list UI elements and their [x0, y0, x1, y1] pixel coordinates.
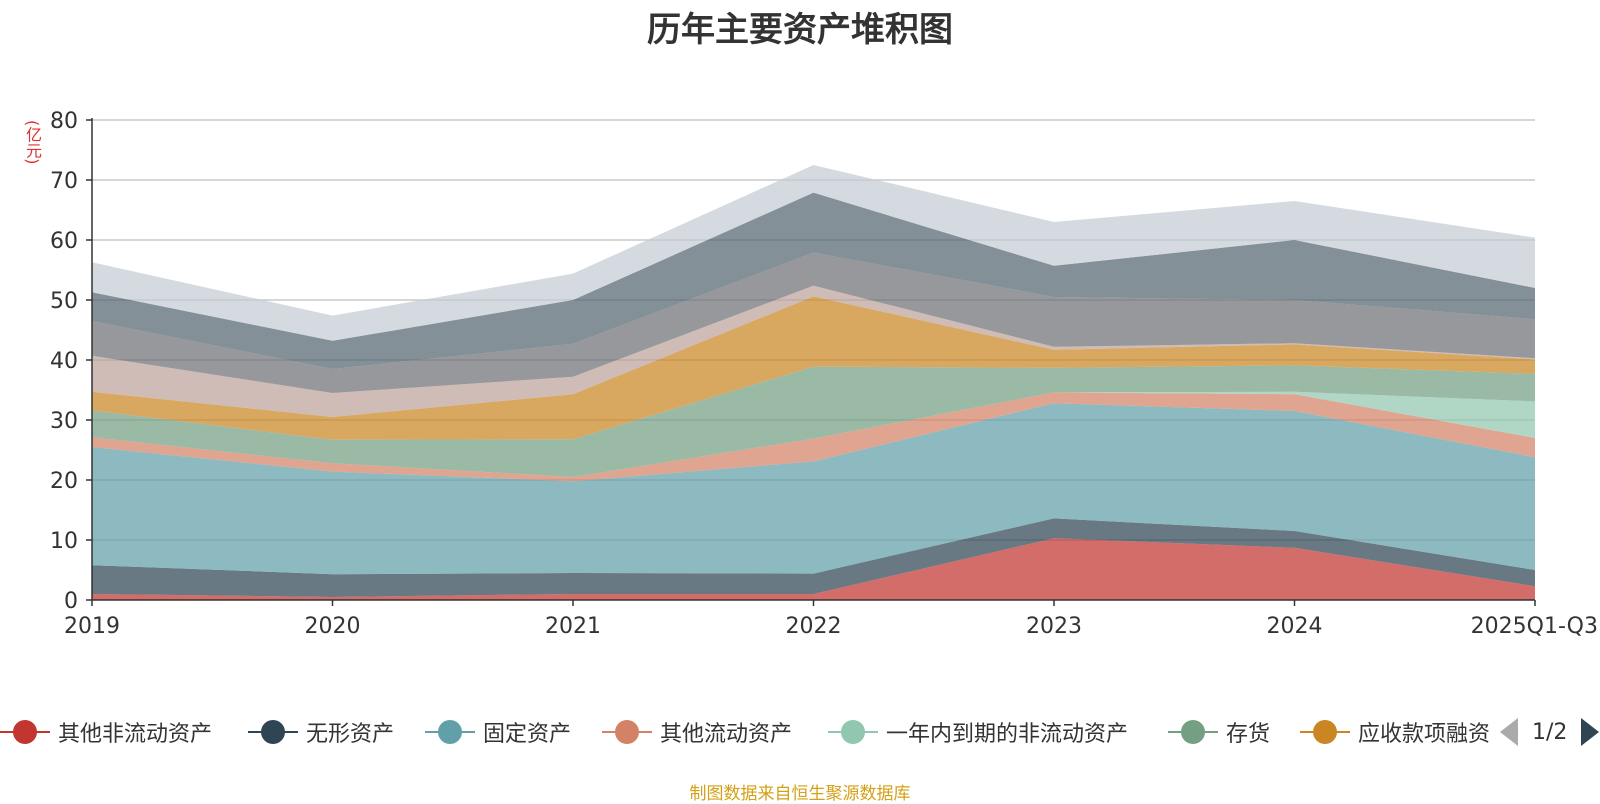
legend-item[interactable]: 无形资产 — [248, 712, 394, 752]
legend-label: 无形资产 — [306, 722, 395, 747]
y-tick-label: 80 — [50, 109, 78, 134]
y-tick-label: 10 — [50, 529, 78, 554]
area-series-7 — [92, 296, 1535, 440]
legend-label: 一年内到期的非流动资产 — [886, 722, 1129, 747]
legend-label: 应收款项融资 — [1358, 722, 1491, 747]
area-series-3 — [92, 403, 1535, 575]
legend-label: 其他非流动资产 — [58, 722, 213, 747]
area-series-1 — [92, 538, 1535, 600]
y-tick-label: 50 — [50, 289, 78, 314]
area-series-6 — [92, 365, 1535, 477]
area-series-11 — [92, 165, 1535, 341]
legend-item[interactable]: 应收款项融资 — [1300, 712, 1490, 752]
legend-marker-icon — [828, 719, 878, 745]
legend-item[interactable]: 存货 — [1168, 712, 1270, 752]
x-tick-label: 2020 — [305, 614, 361, 639]
legend-label: 存货 — [1226, 722, 1271, 747]
legend-item[interactable]: 一年内到期的非流动资产 — [828, 712, 1128, 752]
legend-pager: 1/2 — [1500, 712, 1600, 752]
legend-marker-icon — [0, 719, 50, 745]
legend: 其他非流动资产 无形资产 固定资产 其他流动资产 一年内到期的非流动资产 存货 应收款项融资… — [0, 712, 1600, 752]
area-series-9 — [92, 252, 1535, 393]
y-axis-unit: (亿元) — [23, 120, 42, 165]
y-tick-label: 70 — [50, 169, 78, 194]
area-series — [92, 165, 1535, 600]
x-tick-label: 2024 — [1267, 614, 1323, 639]
x-tick-label: 2023 — [1026, 614, 1082, 639]
x-tick-label: 2022 — [786, 614, 842, 639]
legend-label: 其他流动资产 — [660, 722, 793, 747]
area-series-8 — [92, 285, 1535, 417]
legend-item[interactable]: 固定资产 — [425, 712, 571, 752]
axes: 0 10 20 30 40 50 60 70 80 2019 2020 2021 2022 2023 202… — [50, 109, 1598, 639]
legend-marker-icon — [1168, 719, 1218, 745]
x-tick-label: 2021 — [545, 614, 601, 639]
legend-label: 固定资产 — [483, 722, 572, 747]
legend-next-icon[interactable] — [1581, 718, 1600, 746]
y-tick-label: 40 — [50, 349, 78, 374]
y-tick-label: 30 — [50, 409, 78, 434]
legend-marker-icon — [248, 719, 298, 745]
legend-page-indicator: 1/2 — [1532, 719, 1568, 745]
legend-marker-icon — [602, 719, 652, 745]
area-series-10 — [92, 192, 1535, 369]
area-series-2 — [92, 518, 1535, 597]
legend-marker-icon — [425, 719, 475, 745]
stacked-area-chart: 0 10 20 30 40 50 60 70 80 2019 2020 2021 2022 2023 202… — [50, 109, 1598, 639]
legend-marker-icon — [1300, 719, 1350, 745]
y-tick-label: 20 — [50, 469, 78, 494]
legend-prev-icon[interactable] — [1500, 718, 1518, 746]
x-tick-label: 2025Q1-Q3 — [1471, 614, 1598, 639]
y-tick-label: 0 — [64, 589, 78, 614]
source-note: 制图数据来自恒生聚源数据库 — [689, 784, 911, 804]
legend-item[interactable]: 其他流动资产 — [602, 712, 792, 752]
area-series-5 — [92, 391, 1535, 477]
x-tick-label: 2019 — [64, 614, 120, 639]
legend-item[interactable]: 其他非流动资产 — [0, 712, 212, 752]
chart-title: 历年主要资产堆积图 — [647, 10, 953, 50]
y-tick-label: 60 — [50, 229, 78, 254]
